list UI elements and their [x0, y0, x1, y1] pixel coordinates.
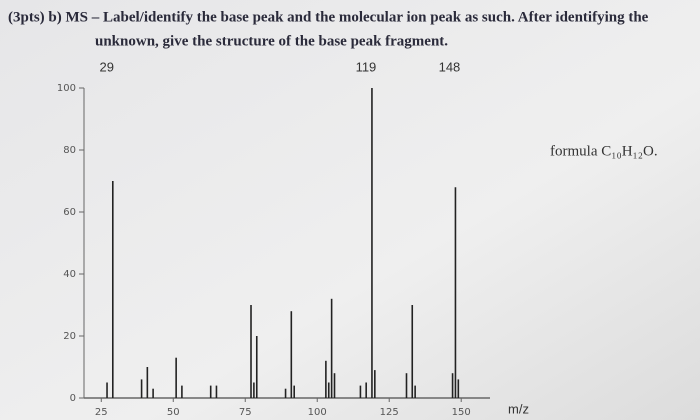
y-tick-label: 100	[57, 83, 76, 94]
y-tick-label: 0	[70, 393, 76, 404]
peak-annotation: 148	[439, 59, 461, 74]
y-tick-label: 80	[63, 145, 76, 156]
y-tick-label: 20	[63, 331, 76, 342]
x-tick-label: 75	[239, 407, 252, 418]
x-tick-label: 100	[308, 407, 327, 418]
y-tick-label: 60	[63, 207, 76, 218]
peak-annotation: 119	[356, 59, 377, 74]
question-line: unknown, give the structure of the base …	[95, 33, 448, 49]
x-tick-label: 50	[167, 407, 180, 418]
x-tick-label: 125	[380, 407, 399, 418]
question-line: (3pts) b) MS – Label/identify the base p…	[8, 9, 649, 25]
peak-annotation: 29	[100, 59, 114, 74]
y-tick-label: 40	[63, 269, 76, 280]
x-axis-label: m/z	[508, 401, 529, 416]
formula: formula C₁₀H₁₂O.	[550, 143, 658, 159]
x-tick-label: 25	[95, 407, 108, 418]
x-tick-label: 150	[452, 407, 471, 418]
